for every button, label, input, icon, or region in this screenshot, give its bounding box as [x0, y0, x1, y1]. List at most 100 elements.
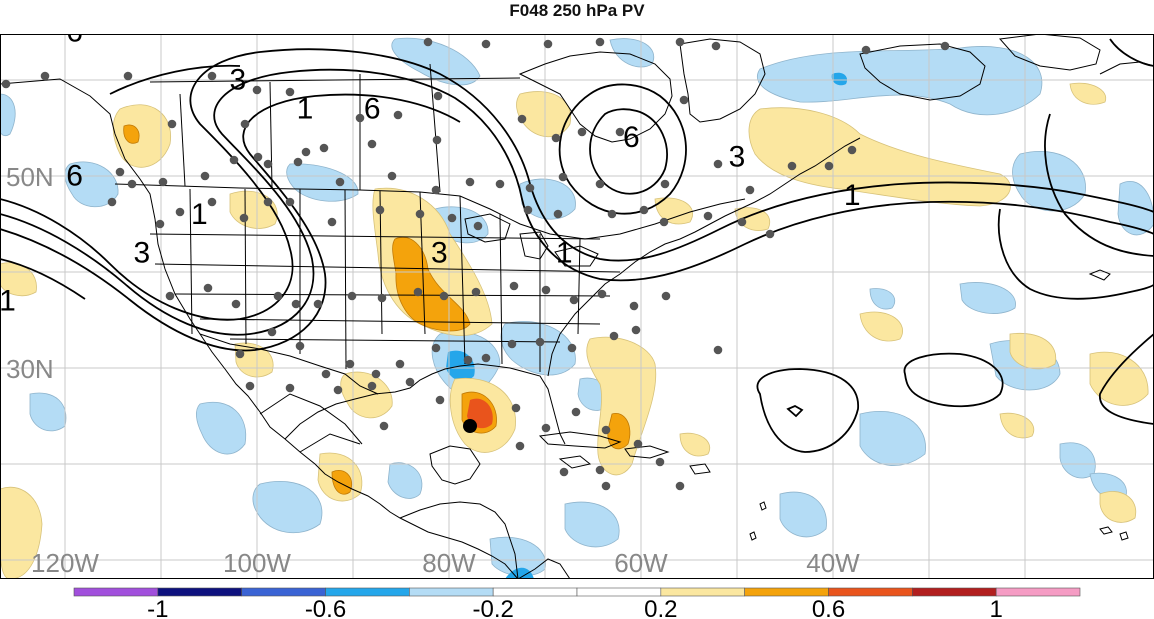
station-dot [597, 289, 607, 299]
station-dot [447, 213, 457, 223]
contour-value-label: 6 [66, 160, 83, 193]
chart-title: F048 250 hPa PV [509, 1, 645, 20]
contour-value-label: 3 [431, 236, 448, 269]
station-dot [551, 133, 561, 143]
station-dot [541, 285, 551, 295]
station-dot [737, 217, 747, 227]
station-dot [413, 287, 423, 297]
station-dot [375, 205, 385, 215]
station-dot [155, 219, 165, 229]
station-dot [252, 85, 262, 95]
station-dot [607, 209, 617, 219]
colorbar-swatch [744, 587, 829, 597]
station-dot [333, 385, 343, 395]
contour-value-label: 1 [556, 236, 573, 269]
contour-value-label: 6 [66, 34, 83, 49]
station-dot [1, 79, 11, 89]
station-dot [115, 167, 125, 177]
station-dot [679, 95, 689, 105]
station-dot [629, 301, 639, 311]
station-dot [711, 41, 721, 51]
contour-value-label: 1 [844, 179, 861, 212]
lat-lon-grid [0, 34, 1154, 579]
station-dot [631, 325, 641, 335]
station-dot [263, 197, 273, 207]
colorbar-tick-labels: -1 -0.6 -0.2 0.2 0.6 1 [147, 596, 1003, 619]
station-dot [745, 185, 755, 195]
station-dot [40, 71, 50, 81]
station-dot [601, 481, 611, 491]
station-dot [423, 37, 433, 47]
station-dot [639, 205, 649, 215]
colorbar-tick-label: 0.6 [812, 596, 845, 619]
contour-value-label: 3 [229, 64, 246, 97]
station-dot [203, 283, 213, 293]
station-dot [327, 217, 337, 227]
station-dot [263, 159, 273, 169]
storm-center-marker [463, 419, 477, 433]
colorbar-tick-label: -1 [147, 596, 168, 619]
station-dot [509, 281, 519, 291]
station-dot [615, 127, 625, 137]
station-dot [127, 179, 137, 189]
station-dot [567, 343, 577, 353]
coastlines-and-borders [0, 34, 1154, 579]
station-dot [165, 291, 175, 301]
station-dot [523, 205, 533, 215]
station-dot [569, 295, 579, 305]
colorbar-tick-label: 0.2 [644, 596, 677, 619]
station-dot [395, 359, 405, 369]
contour-value-label: 6 [364, 92, 381, 125]
colorbar-swatch [73, 587, 159, 597]
station-dot [659, 217, 669, 227]
station-dot [393, 110, 403, 120]
station-dot [167, 119, 177, 129]
colorbar-swatch [660, 587, 745, 597]
station-dot [765, 229, 775, 239]
station-dot [301, 147, 311, 157]
pv-map: 6 3 1 6 6 3 1 6 1 3 3 1 1 50N 30N 120W 100W 80W 60W 40W [0, 34, 1154, 579]
station-dot [107, 197, 117, 207]
station-dot [824, 161, 834, 171]
station-dot [200, 171, 210, 181]
station-dot [609, 331, 619, 341]
station-dot [367, 381, 377, 391]
colorbar-swatch [157, 587, 242, 597]
contour-value-label: 3 [729, 140, 746, 173]
colorbar-swatch [995, 587, 1081, 597]
longitude-label: 60W [614, 548, 668, 578]
station-dot [273, 291, 283, 301]
station-dot [231, 299, 241, 309]
station-dot [847, 145, 857, 155]
colorbar-swatch [576, 587, 662, 597]
colorbar-swatch [409, 587, 494, 597]
station-dot [431, 185, 441, 195]
station-dot [245, 381, 255, 391]
contour-value-label: 6 [623, 121, 640, 154]
station-dot [285, 197, 295, 207]
colorbar-tick-label: -0.6 [305, 596, 346, 619]
station-dot [463, 355, 473, 365]
station-dot [267, 327, 277, 337]
contour-value-label: 1 [0, 284, 16, 317]
station-dot [295, 341, 305, 351]
station-dot [207, 197, 217, 207]
station-dot [558, 172, 568, 182]
station-dot [319, 143, 329, 153]
station-dot [495, 179, 505, 189]
observation-stations [1, 37, 950, 491]
colorbar-swatch [828, 587, 913, 597]
contour-value-label: 1 [191, 198, 208, 231]
longitude-label: 80W [422, 548, 476, 578]
colorbar-swatch [912, 587, 997, 597]
station-dot [335, 177, 345, 187]
station-dot [675, 37, 685, 47]
station-dot [432, 135, 442, 145]
station-dot [473, 221, 483, 231]
station-dot [379, 421, 389, 431]
contour-value-label: 3 [133, 236, 150, 269]
latitude-label: 50N [6, 162, 54, 192]
station-dot [535, 337, 545, 347]
station-dot [553, 209, 563, 219]
station-dot [660, 179, 670, 189]
